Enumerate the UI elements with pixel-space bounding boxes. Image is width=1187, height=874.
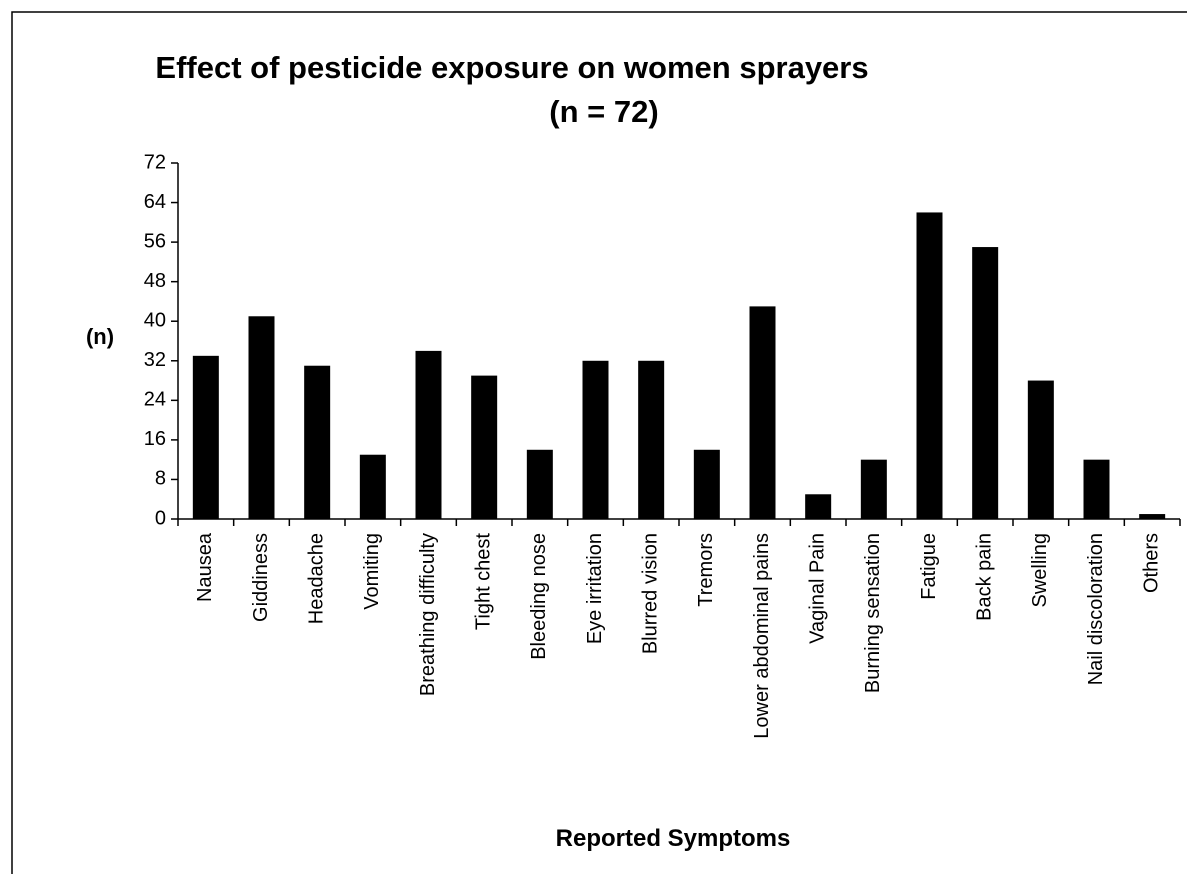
bar xyxy=(972,247,999,520)
y-tick-label: 72 xyxy=(144,151,166,173)
bar xyxy=(805,494,832,519)
x-tick-label: Eye irritation xyxy=(584,533,606,644)
x-tick-label: Vaginal Pain xyxy=(806,533,828,644)
chart-title: Effect of pesticide exposure on women sp… xyxy=(155,50,868,85)
y-tick-label: 24 xyxy=(144,389,166,411)
x-tick-label: Burning sensation xyxy=(862,533,884,693)
bar xyxy=(1083,459,1110,519)
bar xyxy=(192,355,219,519)
y-tick-label: 8 xyxy=(155,468,166,490)
bar xyxy=(471,375,498,519)
x-tick-label: Bleeding nose xyxy=(528,533,550,660)
bar xyxy=(916,212,943,519)
bar xyxy=(693,449,720,519)
bar xyxy=(248,316,275,519)
y-tick-label: 64 xyxy=(144,191,166,213)
x-tick-label: Back pain xyxy=(973,533,995,621)
x-tick-label: Tremors xyxy=(695,533,717,607)
x-axis-label: Reported Symptoms xyxy=(556,825,791,852)
y-tick-label: 16 xyxy=(144,428,166,450)
x-tick-label: Headache xyxy=(305,533,327,624)
y-tick-label: 56 xyxy=(144,230,166,252)
x-tick-label: Lower abdominal pains xyxy=(751,533,773,739)
x-tick-label: Blurred vision xyxy=(639,533,661,654)
bar xyxy=(860,459,887,519)
chart-subtitle: (n = 72) xyxy=(549,94,658,129)
bar xyxy=(749,306,776,519)
bar xyxy=(359,454,386,519)
y-axis-label: (n) xyxy=(86,324,114,349)
x-tick-label: Others xyxy=(1140,533,1162,593)
x-tick-label: Nausea xyxy=(194,532,216,602)
bar xyxy=(415,350,442,519)
x-tick-label: Nail discoloration xyxy=(1085,533,1107,685)
x-tick-label: Giddiness xyxy=(250,533,272,622)
bar xyxy=(304,365,331,519)
y-tick-label: 40 xyxy=(144,310,166,332)
bar xyxy=(526,449,553,519)
x-tick-label: Fatigue xyxy=(918,533,940,600)
y-tick-label: 0 xyxy=(155,507,166,529)
bar xyxy=(1027,380,1054,519)
x-tick-label: Breathing difficulty xyxy=(417,533,439,696)
bar xyxy=(1139,514,1166,519)
x-tick-label: Vomiting xyxy=(361,533,383,610)
y-tick-label: 32 xyxy=(144,349,166,371)
bar xyxy=(638,360,665,519)
bar xyxy=(582,360,609,519)
x-tick-label: Tight chest xyxy=(472,533,494,631)
y-tick-label: 48 xyxy=(144,270,166,292)
x-tick-label: Swelling xyxy=(1029,533,1051,607)
